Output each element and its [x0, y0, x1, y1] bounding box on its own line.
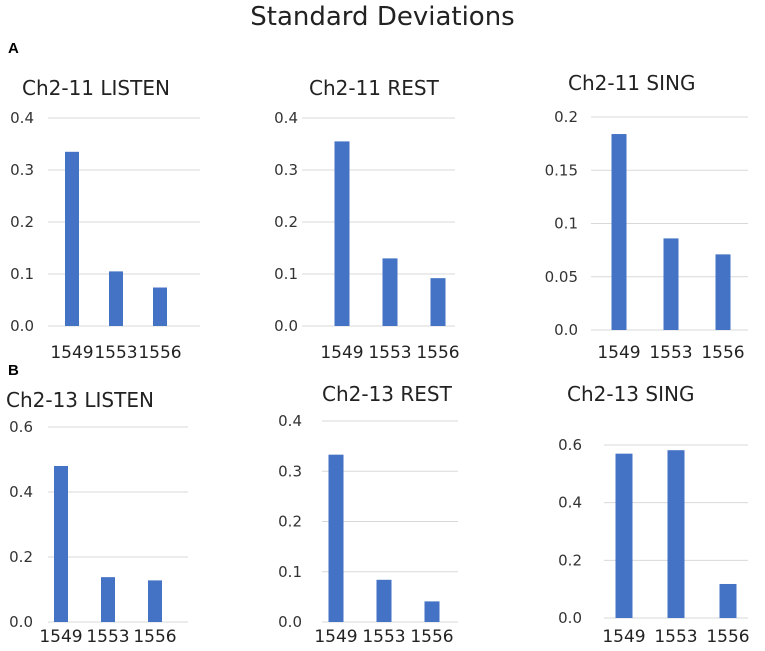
y-tick-label: 0.4: [274, 109, 298, 127]
bar-1556: [424, 601, 440, 622]
y-tick-label: 0.2: [558, 551, 582, 569]
x-tick-label: 1549: [320, 343, 363, 363]
bar-chart-4: Ch2-13 LISTEN 0.0 0.2 0.4 0.6 1549 1553 1556: [6, 388, 188, 647]
x-tick-label: 1556: [133, 627, 176, 647]
x-tick-label: 1556: [138, 343, 181, 363]
y-tick-label: 0.3: [278, 462, 302, 480]
page-title: Standard Deviations: [250, 2, 515, 32]
chart-title: Ch2-11 LISTEN: [22, 76, 170, 100]
bar-1549: [54, 466, 68, 622]
y-tick-label: 0.4: [9, 483, 33, 501]
x-tick-label: 1549: [602, 627, 645, 647]
y-tick-label: 0.6: [9, 418, 33, 436]
y-tick-label: 0.1: [274, 265, 298, 283]
bar-1556: [719, 583, 737, 618]
y-tick-label: 0.0: [274, 317, 298, 335]
x-tick-label: 1556: [706, 627, 749, 647]
y-tick-label: 0.15: [545, 161, 578, 179]
chart-title: Ch2-13 LISTEN: [6, 388, 154, 412]
bar-1556: [153, 287, 167, 326]
y-tick-label: 0.0: [9, 613, 33, 631]
x-tick-label: 1549: [314, 627, 357, 647]
y-tick-label: 0.2: [10, 213, 34, 231]
bar-chart-5: Ch2-13 REST 0.0 0.1 0.2 0.3 0.4 1549 1553 1556: [278, 382, 458, 647]
chart-title: Ch2-11 SING: [568, 71, 695, 95]
chart-title: Ch2-11 REST: [309, 76, 440, 100]
y-tick-label: 0.3: [274, 161, 298, 179]
bar-1553: [663, 238, 679, 330]
bar-chart-6: Ch2-13 SING 0.0 0.2 0.4 0.6 1549 1553 1556: [558, 382, 749, 647]
x-tick-label: 1556: [701, 343, 744, 363]
x-tick-label: 1556: [410, 627, 453, 647]
bar-1549: [615, 453, 633, 618]
y-tick-label: 0.1: [554, 215, 578, 233]
chart-title: Ch2-13 SING: [567, 382, 694, 406]
x-tick-label: 1553: [86, 627, 129, 647]
bar-1556: [430, 278, 446, 326]
y-tick-label: 0.1: [10, 265, 34, 283]
panel-letter-a: A: [8, 40, 19, 57]
bar-1549: [334, 141, 350, 326]
bar-1553: [376, 579, 392, 622]
bar-chart-1: Ch2-11 LISTEN 0.0 0.1 0.2 0.3 0.4 1549 1553 1556: [10, 76, 200, 363]
y-tick-label: 0.0: [278, 613, 302, 631]
y-tick-label: 0.2: [9, 548, 33, 566]
y-tick-label: 0.6: [558, 436, 582, 454]
y-tick-label: 0.1: [278, 563, 302, 581]
bar-1549: [65, 151, 79, 326]
bar-1553: [109, 271, 123, 326]
bar-1556: [148, 580, 162, 622]
bar-chart-2: Ch2-11 REST 0.0 0.1 0.2 0.3 0.4 1549 1553 1556: [274, 76, 459, 363]
y-tick-label: 0.2: [278, 513, 302, 531]
y-tick-label: 0.4: [278, 412, 302, 430]
x-tick-label: 1549: [597, 343, 640, 363]
x-tick-label: 1549: [50, 343, 93, 363]
bar-1553: [382, 258, 398, 326]
chart-title: Ch2-13 REST: [322, 382, 453, 406]
x-tick-label: 1553: [362, 627, 405, 647]
bar-1553: [667, 450, 685, 618]
panel-letter-b: B: [8, 362, 19, 379]
y-tick-label: 0.3: [10, 161, 34, 179]
y-tick-label: 0.0: [558, 609, 582, 627]
x-tick-label: 1556: [416, 343, 459, 363]
bar-1553: [101, 577, 115, 622]
bar-1549: [328, 454, 344, 622]
y-tick-label: 0.0: [10, 317, 34, 335]
x-tick-label: 1553: [649, 343, 692, 363]
bar-chart-3: Ch2-11 SING 0.0 0.05 0.1 0.15 0.2 1549 1553 1556: [545, 71, 748, 363]
bar-1556: [715, 254, 731, 330]
x-tick-label: 1549: [39, 627, 82, 647]
y-tick-label: 0.4: [10, 109, 34, 127]
y-tick-label: 0.05: [545, 268, 578, 286]
y-tick-label: 0.0: [554, 321, 578, 339]
x-tick-label: 1553: [94, 343, 137, 363]
y-tick-label: 0.2: [554, 108, 578, 126]
x-tick-label: 1553: [368, 343, 411, 363]
y-tick-label: 0.4: [558, 494, 582, 512]
x-tick-label: 1553: [654, 627, 697, 647]
y-tick-label: 0.2: [274, 213, 298, 231]
bar-1549: [611, 134, 627, 330]
